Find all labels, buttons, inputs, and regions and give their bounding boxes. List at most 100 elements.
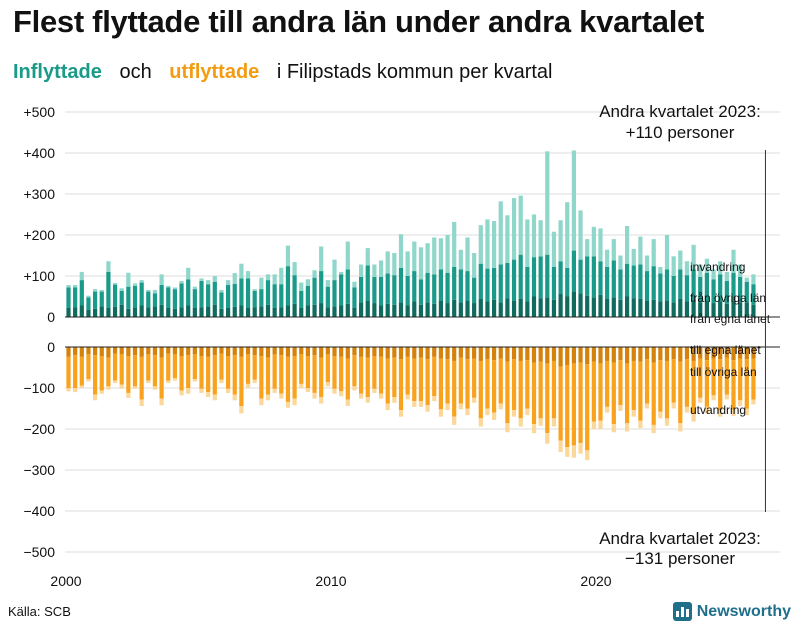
bar-out-own-county: [372, 347, 377, 357]
bar-in-own-county: [571, 291, 576, 317]
bar-in-own-county: [598, 294, 603, 317]
bar-in-other-counties: [605, 266, 610, 299]
bar-in-other-counties: [86, 297, 91, 310]
bar-out-other-counties: [744, 359, 749, 409]
bar-out-emigration: [664, 418, 670, 426]
bar-in-own-county: [319, 303, 324, 317]
brand-logo[interactable]: Newsworthy: [672, 602, 791, 621]
bars-group: [66, 150, 756, 461]
bar-in-own-county: [325, 307, 330, 317]
bar-in-own-county: [698, 302, 703, 317]
bar-in-own-county: [66, 307, 71, 317]
bar-out-own-county: [332, 347, 337, 357]
bar-in-other-counties: [718, 274, 723, 302]
bar-out-other-counties: [445, 359, 450, 404]
bar-out-emigration: [252, 379, 257, 384]
bar-in-other-counties: [578, 259, 583, 294]
bar-out-other-counties: [625, 363, 630, 424]
bar-out-other-counties: [558, 366, 563, 441]
bar-out-other-counties: [239, 356, 244, 407]
bar-out-other-counties: [79, 356, 84, 386]
bar-out-own-county: [66, 347, 71, 357]
bar-out-other-counties: [272, 354, 277, 389]
bar-in-other-counties: [219, 292, 224, 309]
bar-in-immigration: [359, 264, 364, 277]
y-tick-label-bottom: −500: [23, 544, 55, 560]
bar-out-other-counties: [265, 357, 271, 395]
bar-out-other-counties: [372, 356, 377, 389]
bar-in-own-county: [545, 297, 550, 317]
bar-out-emigration: [638, 420, 643, 429]
bar-in-other-counties: [644, 271, 650, 301]
bar-out-own-county: [239, 347, 244, 357]
bar-in-own-county: [119, 304, 124, 317]
bar-out-other-counties: [511, 359, 517, 411]
bar-out-other-counties: [738, 358, 743, 401]
bar-in-other-counties: [698, 276, 703, 303]
series-label-in: från egna länet: [690, 312, 771, 326]
bar-out-emigration: [704, 406, 709, 414]
bar-out-own-county: [511, 347, 517, 360]
bar-out-other-counties: [531, 362, 537, 425]
bar-out-emigration: [578, 442, 583, 454]
bar-out-emigration: [625, 423, 630, 432]
y-tick-label-top: 0: [47, 309, 55, 325]
bar-in-own-county: [86, 309, 91, 317]
bar-out-other-counties: [359, 356, 364, 394]
bar-out-emigration: [86, 378, 91, 382]
bar-in-immigration: [498, 201, 503, 265]
bar-out-emigration: [345, 399, 350, 407]
bar-out-emigration: [66, 388, 71, 392]
series-label-out: till egna länet: [690, 343, 761, 357]
bar-in-other-counties: [432, 274, 437, 304]
bar-out-other-counties: [618, 360, 623, 406]
bar-in-other-counties: [452, 266, 457, 300]
bar-out-own-county: [152, 347, 158, 356]
bar-out-other-counties: [245, 354, 251, 384]
bar-out-own-county: [245, 347, 251, 355]
bar-in-own-county: [445, 303, 450, 317]
bar-out-emigration: [644, 403, 650, 409]
bar-in-other-counties: [611, 260, 616, 298]
y-tick-label-bottom: 0: [47, 339, 55, 355]
bar-in-other-counties: [265, 280, 271, 305]
bar-in-own-county: [239, 305, 244, 317]
bar-in-own-county: [591, 297, 596, 317]
bar-out-other-counties: [332, 356, 337, 389]
bar-in-immigration: [279, 267, 284, 285]
bar-in-immigration: [245, 271, 251, 279]
bar-out-emigration: [425, 405, 430, 412]
bar-out-emigration: [292, 398, 297, 406]
bar-in-immigration: [232, 273, 237, 284]
bar-out-emigration: [598, 420, 603, 429]
bar-out-other-counties: [212, 355, 217, 395]
bar-in-immigration: [658, 266, 663, 274]
bar-out-other-counties: [93, 355, 98, 395]
bar-in-immigration: [239, 263, 244, 279]
bar-out-own-county: [86, 347, 91, 355]
bar-in-own-county: [631, 298, 636, 317]
bar-out-other-counties: [751, 358, 756, 400]
bar-out-other-counties: [551, 360, 557, 419]
bar-in-other-counties: [412, 271, 417, 302]
bar-out-emigration: [658, 411, 663, 419]
bar-out-own-county: [744, 347, 749, 360]
bar-out-emigration: [711, 395, 716, 401]
bar-out-own-county: [611, 347, 616, 363]
bar-out-own-county: [531, 347, 537, 363]
bar-in-immigration: [744, 277, 749, 282]
bar-in-other-counties: [598, 261, 603, 295]
bar-in-other-counties: [199, 280, 204, 308]
bar-in-immigration: [365, 248, 370, 266]
bar-out-own-county: [591, 347, 596, 362]
bar-in-immigration: [558, 220, 563, 262]
bar-out-own-county: [212, 347, 217, 356]
bar-out-other-counties: [505, 361, 510, 424]
bar-out-own-county: [405, 347, 410, 357]
bar-out-emigration: [738, 400, 743, 407]
bar-out-emigration: [172, 378, 177, 381]
bar-out-emigration: [352, 386, 357, 391]
bar-out-emigration: [372, 388, 377, 393]
bar-out-own-county: [119, 347, 124, 355]
bar-in-other-counties: [704, 272, 709, 301]
